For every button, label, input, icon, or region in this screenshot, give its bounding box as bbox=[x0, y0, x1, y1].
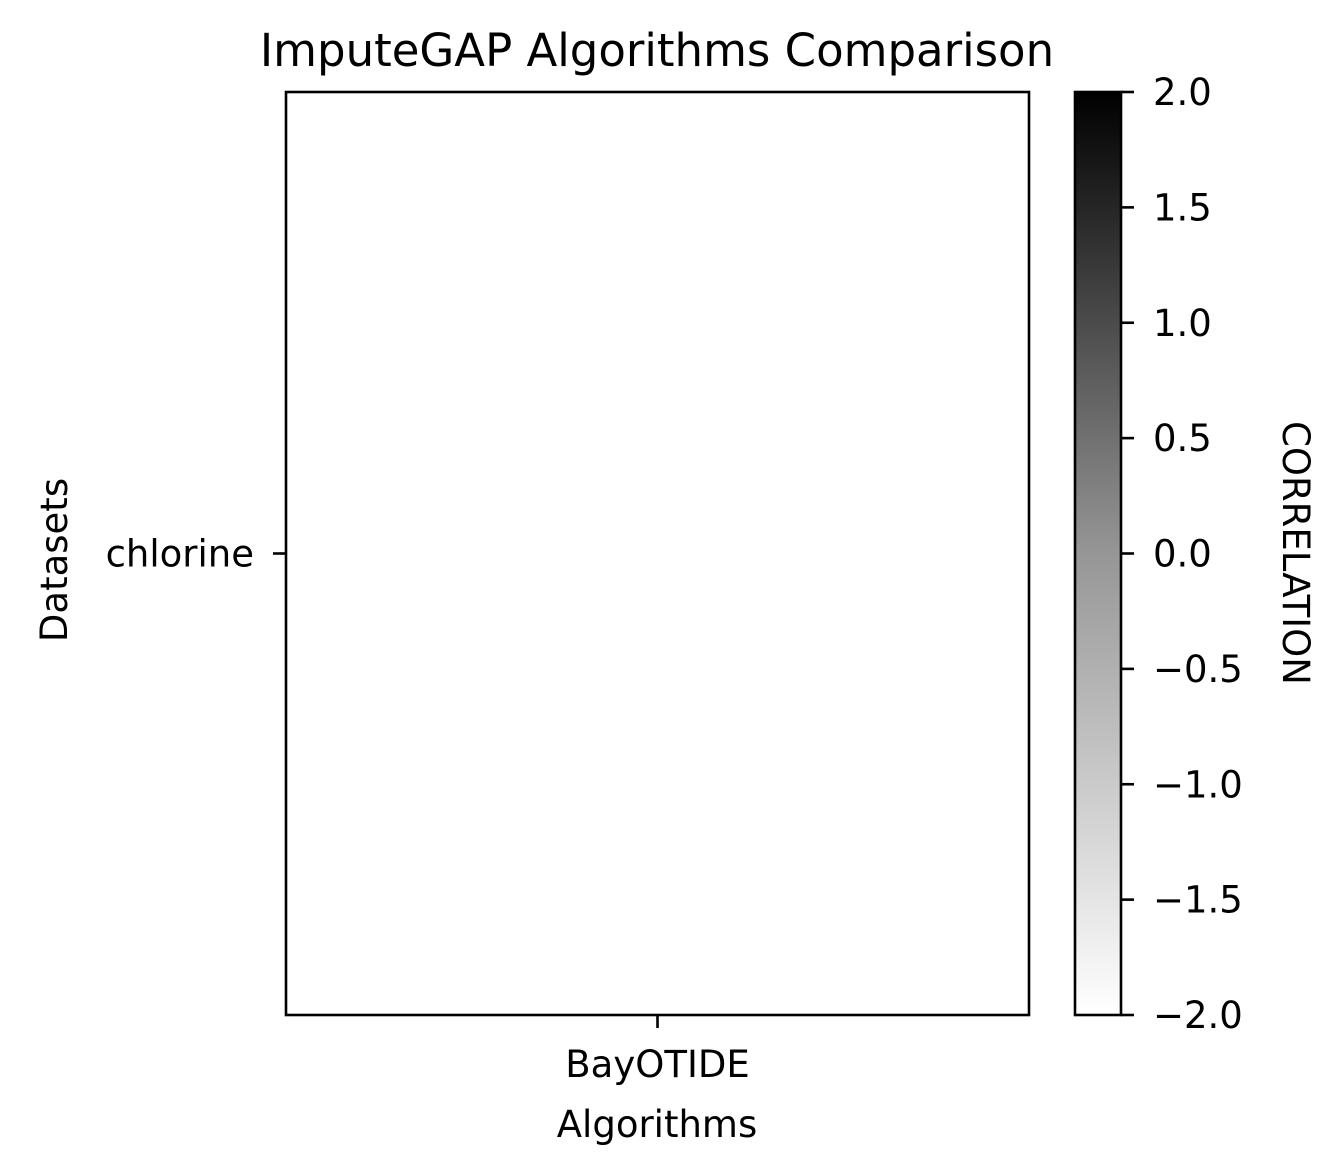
colorbar-tick-label: 1.5 bbox=[1153, 186, 1212, 229]
y-tick-label: chlorine bbox=[106, 533, 254, 576]
heatmap-cell bbox=[286, 92, 1029, 1015]
colorbar-tick-label: 1.0 bbox=[1153, 302, 1212, 345]
colorbar-tick-label: 2.0 bbox=[1153, 71, 1212, 114]
colorbar-label: CORRELATION bbox=[1274, 421, 1317, 685]
colorbar-tick-label: −1.5 bbox=[1153, 879, 1243, 922]
heatmap-cells bbox=[286, 92, 1029, 1015]
chart-title: ImputeGAP Algorithms Comparison bbox=[260, 24, 1054, 77]
x-axis-label: Algorithms bbox=[557, 1103, 757, 1146]
y-axis-ticks: chlorine bbox=[106, 533, 286, 576]
colorbar-gradient bbox=[1075, 92, 1121, 1015]
x-axis-ticks: BayOTIDE bbox=[565, 1015, 750, 1086]
y-axis-label: Datasets bbox=[33, 478, 76, 642]
colorbar-tick-label: −0.5 bbox=[1153, 648, 1243, 691]
colorbar-tick-label: −2.0 bbox=[1153, 994, 1243, 1037]
colorbar-tick-label: 0.5 bbox=[1153, 417, 1212, 460]
colorbar-ticks: 2.0 1.5 1.0 0.5 0.0 −0.5 −1.0 −1.5 −2.0 bbox=[1121, 71, 1243, 1037]
x-tick-label: BayOTIDE bbox=[565, 1043, 749, 1086]
colorbar-tick-label: −1.0 bbox=[1153, 763, 1243, 806]
colorbar-tick-label: 0.0 bbox=[1153, 533, 1212, 576]
